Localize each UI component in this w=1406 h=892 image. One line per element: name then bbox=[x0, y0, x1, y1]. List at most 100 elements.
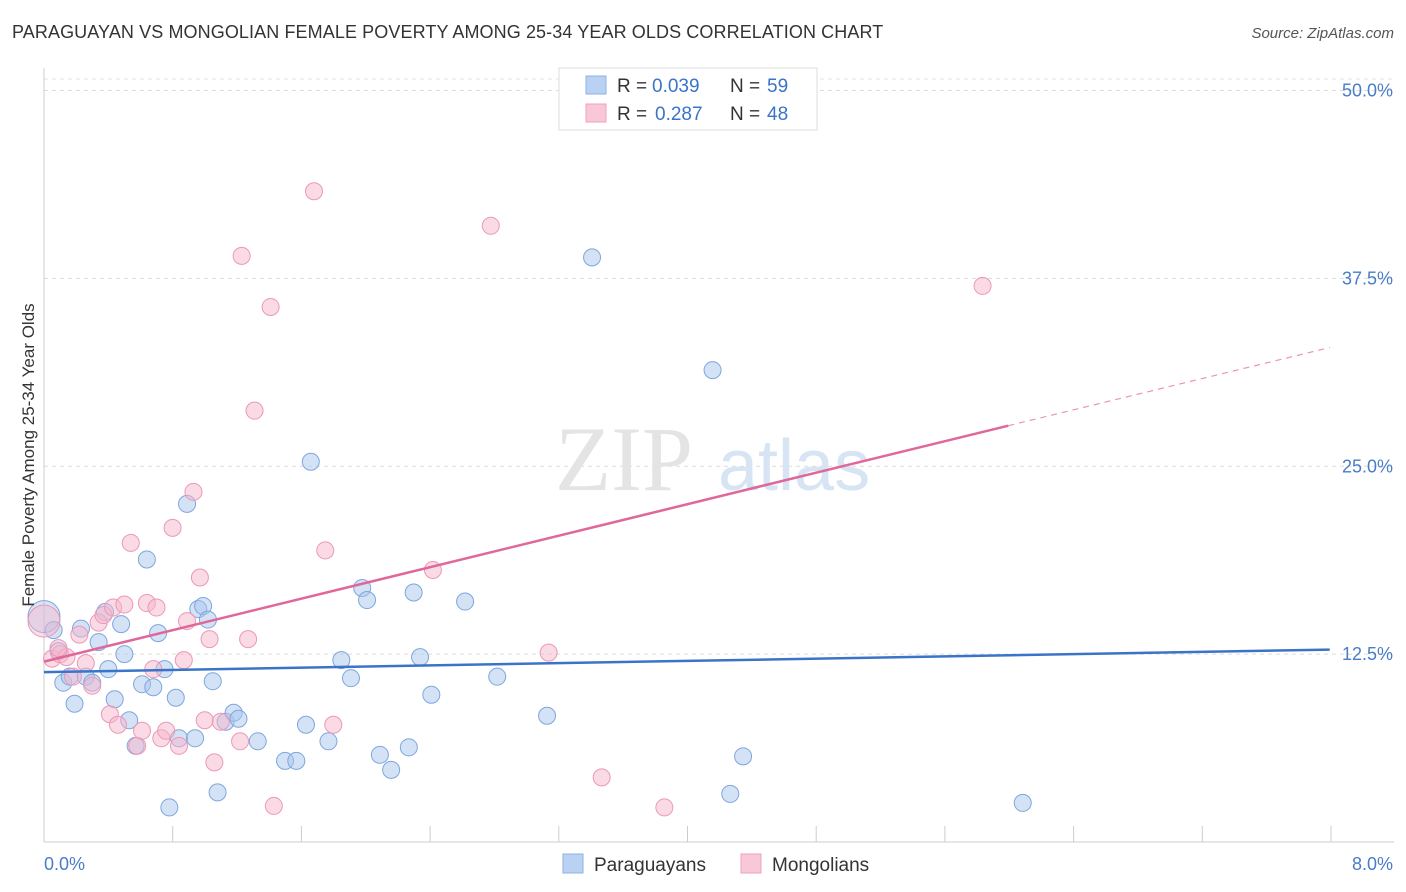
mongolian-point-13 bbox=[115, 595, 134, 614]
mongolian-point-7 bbox=[83, 676, 102, 695]
mongolian-point-33 bbox=[232, 246, 251, 265]
paraguayan-point-5 bbox=[65, 694, 84, 713]
mongolian-point-43 bbox=[592, 768, 611, 787]
series-legend-label-mongolians: Mongolians bbox=[772, 855, 869, 876]
mongolian-point-24 bbox=[174, 651, 193, 670]
trend-lines bbox=[43, 346, 1330, 674]
mongolian-point-12 bbox=[108, 715, 127, 734]
series-legend: Paraguayans Mongolians bbox=[562, 853, 869, 876]
legend-swatch-paraguayans bbox=[585, 75, 607, 95]
paraguayan-point-1 bbox=[44, 621, 63, 640]
x-tick-label-0: 0.0% bbox=[44, 854, 85, 874]
paraguayan-point-30 bbox=[203, 672, 222, 691]
paraguayan-point-11 bbox=[99, 660, 118, 679]
legend-r-label-2: R = bbox=[617, 104, 647, 125]
x-tick-label-1: 8.0% bbox=[1352, 854, 1393, 874]
paraguayan-point-42 bbox=[341, 669, 360, 688]
watermark-zip: ZIP bbox=[555, 408, 693, 510]
mongolian-point-36 bbox=[261, 297, 280, 316]
paraguayan-point-39 bbox=[301, 452, 320, 471]
paraguayan-point-34 bbox=[229, 709, 248, 728]
mongolian-point-34 bbox=[239, 630, 258, 649]
legend-r-value-paraguayans: 0.039 bbox=[652, 76, 700, 97]
paraguayan-point-26 bbox=[186, 729, 205, 748]
mongolian-point-21 bbox=[157, 721, 176, 740]
paraguayan-point-56 bbox=[721, 784, 740, 803]
mongolian-point-32 bbox=[231, 732, 250, 751]
legend-n-label-2: N = bbox=[730, 104, 760, 125]
mongolian-point-28 bbox=[195, 711, 214, 730]
paraguayan-point-55 bbox=[703, 361, 722, 380]
y-tick-label-0: 12.5% bbox=[1342, 644, 1393, 664]
paraguayan-point-51 bbox=[456, 592, 475, 611]
paraguayan-point-52 bbox=[488, 667, 507, 686]
paraguayan-point-44 bbox=[358, 591, 377, 610]
mongolian-trend-line bbox=[43, 424, 1009, 663]
mongolian-point-40 bbox=[324, 715, 343, 734]
legend-r-label-1: R = bbox=[617, 76, 647, 97]
y-tick-label-1: 25.0% bbox=[1342, 456, 1393, 476]
paraguayan-point-14 bbox=[115, 645, 134, 664]
paraguayan-point-13 bbox=[112, 615, 131, 634]
paraguayan-point-38 bbox=[296, 715, 315, 734]
mongolian-point-19 bbox=[147, 598, 166, 617]
mongolian-point-46 bbox=[973, 276, 992, 295]
paraguayan-point-12 bbox=[105, 690, 124, 709]
y-tick-label-3: 50.0% bbox=[1342, 81, 1393, 101]
tick-labels: 12.5% 25.0% 37.5% 50.0% 0.0% 8.0% bbox=[44, 81, 1393, 874]
mongolian-point-37 bbox=[264, 796, 283, 815]
series-legend-swatch-mongolians bbox=[740, 853, 762, 874]
mongolian-point-6 bbox=[76, 654, 95, 673]
mongolian-point-22 bbox=[163, 518, 182, 537]
mongolian-point-38 bbox=[305, 182, 323, 201]
mongolian-point-14 bbox=[121, 533, 140, 552]
paraguayan-point-58 bbox=[1013, 793, 1032, 812]
paraguayan-point-49 bbox=[411, 648, 430, 667]
paraguayan-point-54 bbox=[583, 248, 602, 267]
watermark: ZIP atlas bbox=[555, 408, 870, 510]
paraguayan-point-50 bbox=[422, 685, 441, 704]
stats-legend: R = 0.039 N = 59 R = 0.287 N = 48 bbox=[558, 67, 818, 131]
mongolian-point-23 bbox=[170, 736, 188, 755]
mongolian-point-44 bbox=[481, 216, 500, 235]
mongolian-point-5 bbox=[70, 625, 89, 644]
paraguayan-point-31 bbox=[208, 783, 227, 802]
paraguayan-point-18 bbox=[137, 550, 156, 569]
paraguayan-point-53 bbox=[538, 706, 557, 725]
paraguayan-point-46 bbox=[382, 760, 401, 779]
paraguayan-point-37 bbox=[287, 751, 306, 770]
legend-swatch-mongolians bbox=[585, 103, 607, 123]
paraguayan-point-23 bbox=[166, 688, 185, 707]
paraguayan-point-40 bbox=[319, 732, 338, 751]
mongolian-point-45 bbox=[655, 798, 674, 817]
paraguayan-point-19 bbox=[144, 678, 163, 697]
mongolian-point-0 bbox=[27, 604, 61, 638]
data-points bbox=[27, 182, 1032, 817]
paraguayan-point-35 bbox=[248, 732, 267, 751]
series-legend-swatch-paraguayans bbox=[562, 853, 584, 874]
paraguayan-point-45 bbox=[370, 745, 389, 764]
chart-title: PARAGUAYAN VS MONGOLIAN FEMALE POVERTY A… bbox=[12, 22, 884, 42]
paraguayan-point-41 bbox=[332, 651, 351, 670]
mongolian-point-29 bbox=[200, 630, 219, 649]
mongolian-point-39 bbox=[316, 541, 335, 560]
source-label: Source: ZipAtlas.com bbox=[1251, 25, 1394, 42]
paraguayan-point-22 bbox=[160, 798, 179, 817]
mongolian-point-26 bbox=[184, 482, 203, 501]
legend-n-label-1: N = bbox=[730, 76, 760, 97]
legend-n-value-paraguayans: 59 bbox=[767, 76, 788, 97]
mongolian-point-42 bbox=[539, 643, 558, 662]
paraguayan-point-47 bbox=[399, 738, 418, 757]
paraguayan-point-48 bbox=[404, 583, 423, 602]
legend-n-value-mongolians: 48 bbox=[767, 104, 788, 125]
y-tick-label-2: 37.5% bbox=[1342, 268, 1393, 288]
paraguayan-point-57 bbox=[734, 747, 753, 766]
mongolian-point-35 bbox=[245, 401, 264, 420]
y-axis-title: Female Poverty Among 25-34 Year Olds bbox=[19, 303, 38, 606]
mongolian-point-47 bbox=[49, 639, 68, 658]
axes bbox=[43, 68, 1394, 843]
mongolian-point-30 bbox=[205, 753, 224, 772]
series-legend-label-paraguayans: Paraguayans bbox=[594, 855, 706, 876]
legend-r-value-mongolians: 0.287 bbox=[655, 104, 703, 125]
